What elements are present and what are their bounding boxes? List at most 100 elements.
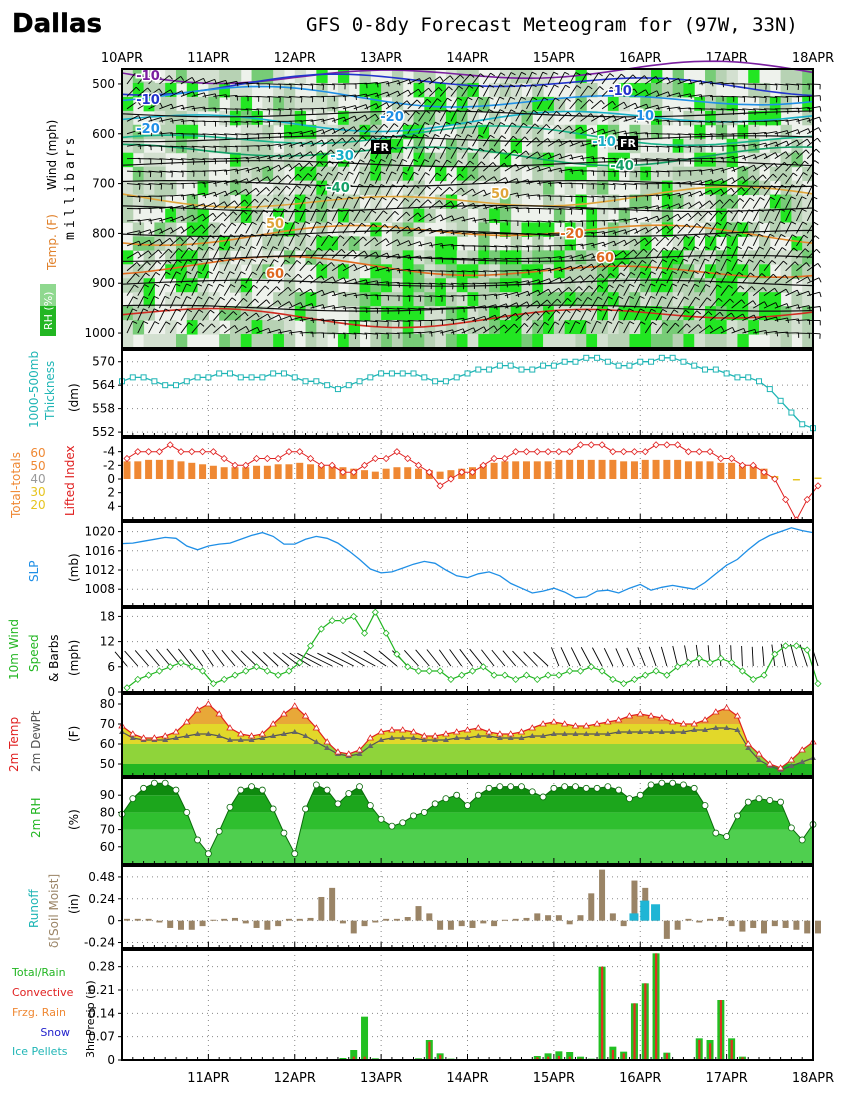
rh-cell xyxy=(391,236,404,251)
rh-cell xyxy=(683,264,695,279)
wind-barb xyxy=(504,122,513,135)
rh-cell xyxy=(510,236,522,251)
rh-cell xyxy=(672,82,684,98)
temp-point xyxy=(647,712,655,719)
rh-cell xyxy=(575,306,587,321)
wind-barb-flag xyxy=(689,192,692,198)
wind-barb-flag xyxy=(784,274,789,280)
wind-barb xyxy=(688,284,695,296)
wind-barb xyxy=(644,271,652,284)
wind-speed-point xyxy=(166,663,174,671)
wind-barb xyxy=(266,246,274,259)
wind-barb xyxy=(537,267,551,272)
wind-speed-point xyxy=(231,671,239,679)
tt-bar xyxy=(134,461,142,479)
wind-barb-flag xyxy=(348,196,354,200)
wind-barb xyxy=(288,131,302,135)
wind-barb xyxy=(277,185,287,197)
wind-barb-flag xyxy=(596,320,602,324)
wind-barb xyxy=(342,126,355,135)
rh-cell xyxy=(219,236,231,251)
thickness-point xyxy=(594,354,601,361)
y-tick-label: 60 xyxy=(100,840,115,854)
rh-cell xyxy=(607,166,620,182)
rh-cell xyxy=(316,320,328,335)
wind-barb xyxy=(785,221,792,234)
wind-barb xyxy=(774,247,783,259)
wind-barb xyxy=(655,259,663,272)
rh-cell xyxy=(143,166,155,182)
wind-barb xyxy=(418,77,431,85)
freezing-label: FR xyxy=(620,137,637,150)
wind-barb xyxy=(310,150,322,160)
wind-barb-flag xyxy=(803,234,809,239)
wind-barb xyxy=(321,106,335,110)
wind-barb-flag xyxy=(510,109,516,113)
wind-barb xyxy=(504,109,512,122)
rh-cell xyxy=(661,320,674,335)
wind-barb-flag xyxy=(577,98,583,103)
wind-barb-flag xyxy=(423,134,429,138)
rh-cell xyxy=(575,82,587,98)
upper-wind-barbs xyxy=(126,71,822,340)
wind-barb xyxy=(612,116,626,122)
temp-point xyxy=(604,718,612,725)
wind-barb-flag xyxy=(580,126,584,132)
wind-barb-flag xyxy=(218,271,224,275)
wind-barb-flag xyxy=(488,96,494,100)
temp-point xyxy=(766,760,774,767)
wind-barb xyxy=(785,83,799,86)
wind-barb xyxy=(180,225,192,234)
wind-barb xyxy=(126,240,140,247)
wind-barb-flag xyxy=(796,139,800,145)
temp-point xyxy=(560,720,569,727)
wind-barb-flag xyxy=(263,272,269,276)
wind-barb xyxy=(580,183,594,185)
wind-barb-flag xyxy=(524,136,529,141)
temp-point xyxy=(172,728,180,735)
wind-barb xyxy=(277,233,285,247)
wind-barb-flag xyxy=(359,183,364,187)
li-point xyxy=(814,482,822,490)
wind-barb-flag xyxy=(553,84,559,88)
wind-barb xyxy=(385,90,399,97)
rh-cell xyxy=(791,222,803,237)
y-tick-label: 60 xyxy=(100,737,115,751)
wind-speed-point xyxy=(576,667,585,675)
wind-barb xyxy=(699,133,713,136)
wind-barb-flag xyxy=(391,146,397,150)
li-point xyxy=(209,448,217,456)
rh-cell xyxy=(316,236,328,251)
wind-barb xyxy=(569,254,583,259)
wind-barb xyxy=(407,255,421,259)
wind-barb-flag xyxy=(386,252,390,258)
wind-barb xyxy=(223,284,232,296)
wind-barb xyxy=(688,246,695,259)
wind-barb xyxy=(310,261,321,272)
wind-barb xyxy=(212,297,221,309)
contour-label: -10 xyxy=(136,93,160,108)
rh-cell xyxy=(186,69,199,84)
wind-barb xyxy=(785,208,792,222)
rh-cell xyxy=(478,334,490,349)
freezing-label: FR xyxy=(373,141,390,154)
rh-cell xyxy=(370,180,382,196)
rh-cell xyxy=(445,110,458,126)
rh-cell xyxy=(748,292,760,307)
wind-barb xyxy=(331,196,339,209)
wind-barb xyxy=(353,82,367,85)
rh-cell xyxy=(532,250,544,265)
wind-barb xyxy=(353,293,367,297)
wind-barb xyxy=(396,240,409,247)
rh-cell xyxy=(661,82,674,98)
rh-cell xyxy=(240,124,253,140)
rh-cell xyxy=(143,96,155,112)
thickness-point xyxy=(788,409,795,416)
li-point xyxy=(404,454,412,463)
wind-barb-flag xyxy=(706,222,712,227)
wind-speed-point xyxy=(803,646,811,654)
rh-cell xyxy=(327,180,339,196)
rh-cell xyxy=(532,236,544,251)
tt-bar xyxy=(317,465,325,479)
wind-barb-flag xyxy=(362,236,367,241)
